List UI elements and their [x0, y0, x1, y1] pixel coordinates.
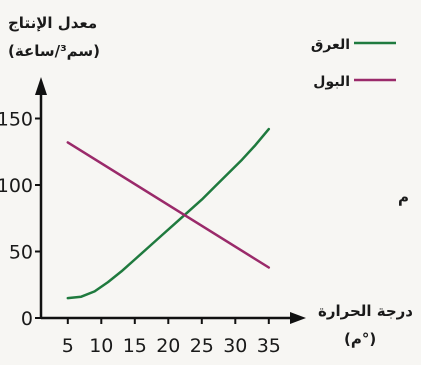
- ticks: 5 10 15 20 25 30 35 0 50 100 150: [0, 109, 281, 358]
- y-tick-label: 50: [9, 242, 33, 264]
- series-line-1: [66, 141, 271, 269]
- y-tick-label: 150: [0, 109, 33, 131]
- y-axis-title-line2: (سم³/ساعة): [8, 42, 100, 60]
- x-tick-label: 5: [62, 335, 74, 357]
- x-tick-label: 10: [89, 335, 113, 357]
- x-tick-label: 20: [156, 335, 180, 357]
- series-group: [66, 127, 271, 300]
- x-tick-label: 35: [257, 335, 281, 357]
- legend: العرق البول: [311, 37, 396, 90]
- y-axis-arrow: [35, 77, 47, 95]
- x-axis-title-line1: درجة الحرارة: [318, 302, 413, 320]
- series-line-0: [66, 127, 271, 300]
- x-axis-arrow: [290, 312, 306, 324]
- y-tick-label: 100: [0, 175, 33, 197]
- side-fragment: م: [398, 188, 409, 206]
- y-axis-title-line1: معدل الإنتاج: [8, 14, 97, 32]
- legend-label-0: العرق: [311, 37, 350, 53]
- x-tick-label: 30: [223, 335, 247, 357]
- y-tick-label: 0: [21, 308, 33, 330]
- x-tick-label: 25: [190, 335, 214, 357]
- legend-label-1: البول: [313, 74, 350, 90]
- x-tick-label: 15: [123, 335, 147, 357]
- x-axis-title-line2: (م°): [344, 330, 376, 348]
